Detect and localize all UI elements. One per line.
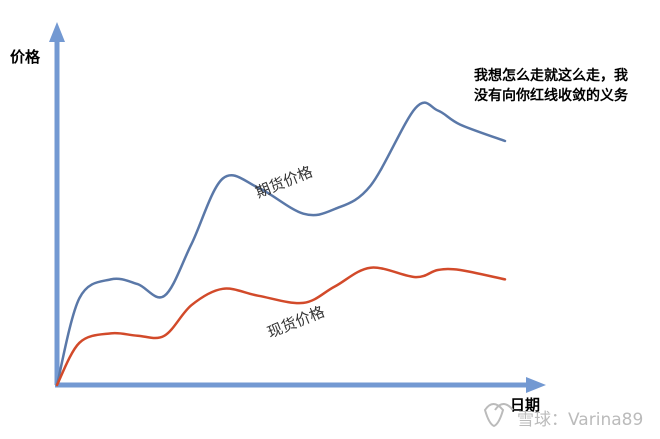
y-axis-arrow — [49, 22, 65, 42]
annotation-line-2: 没有向你红线收敛的义务 — [474, 87, 629, 104]
watermark: 雪球：Varina89 — [483, 403, 643, 430]
series-label-spot: 现货价格 — [265, 303, 327, 342]
annotation-line-1: 我想怎么走就这么走，我 — [474, 67, 628, 84]
snowball-icon — [483, 403, 514, 428]
x-axis-arrow — [526, 377, 546, 393]
series-line-spot — [55, 266, 507, 387]
series-label-futures: 期货价格 — [253, 163, 315, 202]
y-axis-label: 价格 — [10, 48, 41, 66]
x-axis-label: 日期 — [510, 396, 540, 414]
watermark-text: 雪球：Varina89 — [517, 410, 643, 430]
series-line-futures — [55, 101, 507, 387]
